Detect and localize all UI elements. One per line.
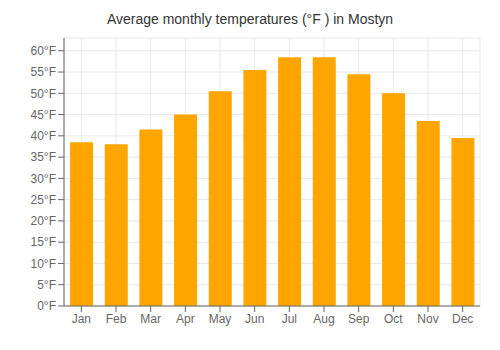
svg-text:20°F: 20°F: [31, 214, 56, 228]
svg-text:55°F: 55°F: [31, 65, 56, 79]
html-text:Average monthly temperatures (: Average monthly temperatures (°F ) in Mo…: [106, 11, 394, 27]
svg-text:15°F: 15°F: [31, 235, 56, 249]
svg-text:May: May: [209, 312, 232, 326]
svg-text:0°F: 0°F: [37, 299, 56, 313]
svg-text:Oct: Oct: [384, 312, 403, 326]
svg-text:60°F: 60°F: [31, 44, 56, 58]
svg-text:10°F: 10°F: [31, 257, 56, 271]
svg-text:50°F: 50°F: [31, 87, 56, 101]
svg-text:Feb: Feb: [106, 312, 127, 326]
svg-text:Nov: Nov: [417, 312, 438, 326]
svg-text:Jan: Jan: [72, 312, 91, 326]
svg-text:Sep: Sep: [348, 312, 370, 326]
svg-text:Jul: Jul: [282, 312, 297, 326]
svg-text:35°F: 35°F: [31, 150, 56, 164]
svg-text:Jun: Jun: [245, 312, 264, 326]
svg-text:Dec: Dec: [452, 312, 473, 326]
svg-text:25°F: 25°F: [31, 193, 56, 207]
svg-text:Aug: Aug: [313, 312, 334, 326]
svg-text:45°F: 45°F: [31, 108, 56, 122]
svg-text:40°F: 40°F: [31, 129, 56, 143]
svg-text:5°F: 5°F: [37, 278, 56, 292]
svg-text:Apr: Apr: [176, 312, 195, 326]
svg-text:Mar: Mar: [140, 312, 161, 326]
svg-text:30°F: 30°F: [31, 172, 56, 186]
